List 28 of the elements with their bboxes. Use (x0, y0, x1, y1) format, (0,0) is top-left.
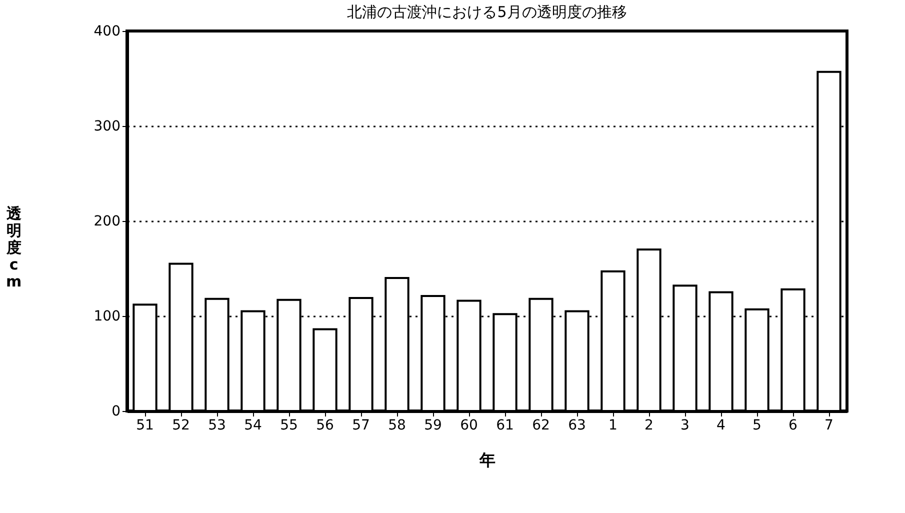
x-tick-label: 1 (608, 418, 618, 434)
y-tick-label: 200 (94, 214, 120, 230)
x-tick-label: 52 (172, 418, 190, 434)
x-tick-label: 63 (568, 418, 586, 434)
x-tick-label: 51 (136, 418, 154, 434)
x-tick-label: 59 (424, 418, 442, 434)
x-tick-label: 62 (532, 418, 550, 434)
x-tick-label: 60 (460, 418, 478, 434)
x-tick-label: 3 (680, 418, 690, 434)
y-tick-label: 400 (94, 24, 120, 40)
x-tick-label: 61 (496, 418, 514, 434)
x-tick-label: 58 (388, 418, 406, 434)
x-tick-label: 7 (824, 418, 834, 434)
x-tick-label: 57 (352, 418, 370, 434)
x-tick-label: 54 (244, 418, 262, 434)
y-tick-label: 0 (112, 404, 120, 420)
y-axis-title: 透明度cm (5, 204, 22, 290)
x-tick-label: 4 (716, 418, 726, 434)
x-tick-label: 6 (788, 418, 798, 434)
y-tick-label: 100 (94, 308, 120, 324)
x-tick-label: 55 (280, 418, 298, 434)
x-tick-label: 5 (752, 418, 762, 434)
y-tick-label: 300 (94, 118, 120, 134)
x-tick-label: 56 (316, 418, 334, 434)
x-tick-label: 2 (644, 418, 654, 434)
x-tick-label: 53 (208, 418, 226, 434)
chart-title: 北浦の古渡沖における5月の透明度の推移 (347, 3, 627, 21)
x-axis-title: 年 (478, 450, 496, 470)
